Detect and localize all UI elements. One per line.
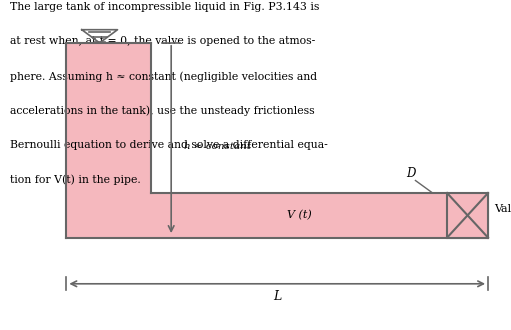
Text: phere. Assuming h ≈ constant (negligible velocities and: phere. Assuming h ≈ constant (negligible… [10, 71, 317, 82]
Text: L: L [273, 290, 282, 304]
Text: The large tank of incompressible liquid in Fig. P3.143 is: The large tank of incompressible liquid … [10, 2, 319, 12]
Bar [447, 193, 488, 238]
Bar [66, 43, 151, 238]
Text: Bernoulli equation to derive and solve a differential equa-: Bernoulli equation to derive and solve a… [10, 140, 328, 150]
Text: h ≈ constant: h ≈ constant [184, 142, 251, 151]
Bar [447, 193, 488, 238]
Text: accelerations in the tank), use the unsteady frictionless: accelerations in the tank), use the unst… [10, 106, 315, 116]
Bar [151, 193, 488, 238]
Text: D: D [407, 167, 416, 180]
Text: V (t): V (t) [287, 210, 311, 220]
Text: tion for V(t) in the pipe.: tion for V(t) in the pipe. [10, 175, 141, 185]
Text: at rest when, at t = 0, the valve is opened to the atmos-: at rest when, at t = 0, the valve is ope… [10, 36, 315, 46]
Text: Valve: Valve [494, 204, 511, 214]
